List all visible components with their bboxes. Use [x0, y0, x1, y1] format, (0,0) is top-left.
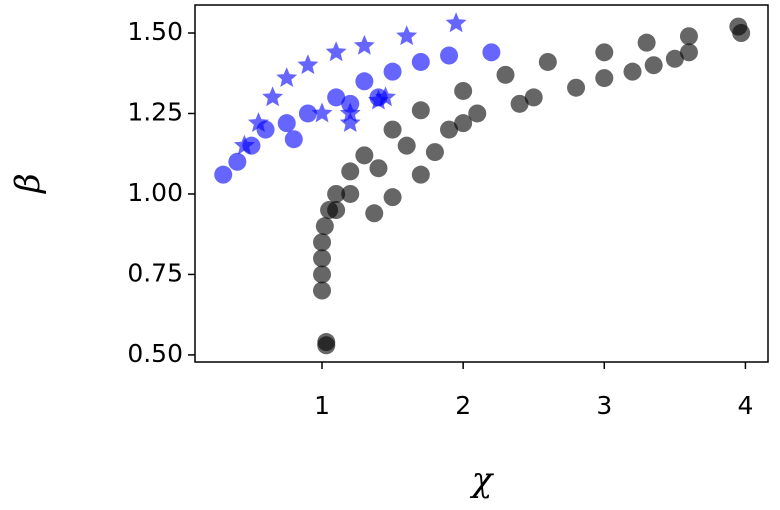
y-tick-label: 1.25 — [127, 97, 183, 126]
point — [567, 78, 586, 97]
point — [214, 165, 233, 184]
y-axis-label: β — [8, 173, 48, 195]
point — [440, 120, 459, 139]
point — [496, 65, 515, 84]
y-tick-label: 0.50 — [127, 339, 183, 368]
point — [732, 24, 751, 43]
point — [313, 265, 332, 284]
point — [440, 46, 459, 65]
x-tick-label: 3 — [596, 391, 612, 420]
x-axis-label: χ — [470, 460, 495, 500]
point — [365, 204, 384, 223]
point — [369, 159, 388, 178]
point — [313, 249, 332, 268]
point — [341, 184, 360, 203]
point — [317, 333, 336, 352]
point — [411, 165, 430, 184]
star-point — [233, 134, 255, 155]
point — [313, 233, 332, 252]
point — [454, 114, 473, 133]
point — [355, 146, 374, 165]
plot-frame — [194, 4, 769, 363]
point — [313, 281, 332, 300]
point — [538, 52, 557, 71]
point — [454, 81, 473, 100]
point — [665, 49, 684, 68]
point — [595, 69, 614, 88]
point — [623, 62, 642, 81]
star-point — [325, 41, 347, 62]
point — [644, 56, 663, 75]
point — [315, 217, 334, 236]
point — [679, 43, 698, 62]
point — [298, 104, 317, 123]
star-point — [445, 12, 467, 33]
star-point — [262, 86, 284, 107]
x-tick-label: 1 — [314, 391, 330, 420]
point — [327, 184, 346, 203]
star-point — [339, 112, 361, 132]
y-tick-label: 0.75 — [127, 258, 183, 287]
y-tick-label: 1.00 — [127, 178, 183, 207]
point — [228, 152, 247, 171]
y-tick-label: 1.50 — [127, 17, 183, 46]
point — [327, 201, 346, 220]
point — [284, 130, 303, 149]
star-point — [248, 112, 269, 132]
star-point — [375, 86, 396, 107]
point — [679, 27, 698, 46]
point — [524, 88, 543, 107]
x-tick-label: 4 — [737, 391, 753, 420]
point — [277, 114, 296, 133]
point — [411, 52, 430, 71]
point — [397, 136, 416, 155]
point — [355, 72, 374, 91]
point — [383, 62, 402, 81]
star-point — [276, 67, 298, 87]
point — [510, 94, 529, 113]
star-point — [297, 54, 319, 75]
point — [383, 120, 402, 139]
x-tick-label: 2 — [455, 391, 471, 420]
star-point — [311, 102, 333, 123]
point — [425, 143, 444, 162]
point — [595, 43, 614, 62]
star-point — [353, 34, 375, 55]
point — [327, 88, 346, 107]
point — [468, 104, 487, 123]
star-point — [396, 25, 418, 46]
point — [482, 43, 501, 62]
star-point — [368, 89, 389, 110]
point — [383, 188, 402, 207]
point — [341, 162, 360, 181]
point — [637, 33, 656, 52]
point — [411, 101, 430, 120]
